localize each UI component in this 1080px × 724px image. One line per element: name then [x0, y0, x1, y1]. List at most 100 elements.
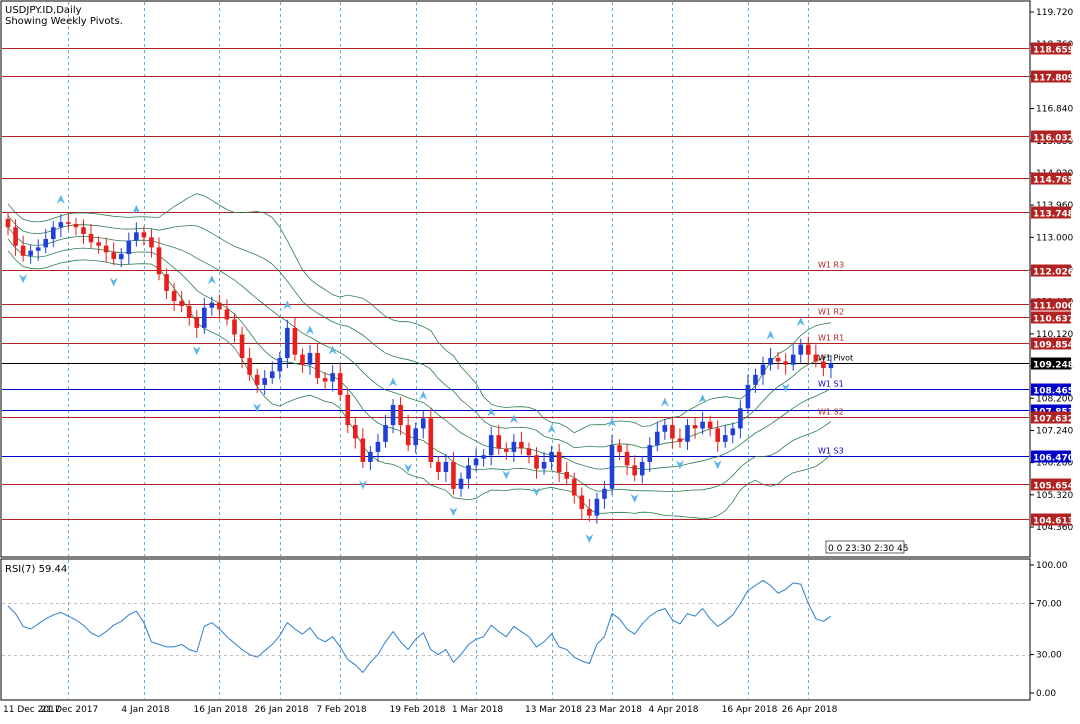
candle-bear [345, 394, 351, 426]
fractal-up-arrow [207, 275, 216, 285]
pivot-level-label: W1 S3 [818, 447, 844, 456]
candle-bull [413, 428, 418, 446]
candle-bear [405, 425, 411, 446]
candle-bull [647, 445, 653, 462]
bollinger-inner-upper [7, 215, 832, 449]
candle-bear [322, 378, 328, 382]
candle-bear [526, 448, 532, 456]
candle-bull [768, 358, 773, 365]
candle-bull [760, 364, 766, 375]
chart-subtitle: Showing Weekly Pivots. [5, 16, 123, 27]
candle-bear [783, 361, 788, 365]
level-price-tag [1031, 42, 1071, 55]
bollinger-inner-lower [7, 238, 832, 492]
candle-bull [753, 374, 758, 385]
level-price-tag-label: 106.470 [1033, 454, 1074, 464]
rsi-tick-label: 30.00 [1036, 651, 1062, 661]
candle-bull [35, 247, 41, 251]
candle-bull [602, 488, 607, 499]
date-tick-label: 16 Jan 2018 [194, 705, 248, 715]
level-price-tag [1031, 411, 1071, 424]
candle-bull [390, 404, 396, 426]
fractal-up-arrow [547, 424, 556, 434]
rsi-line [7, 579, 832, 674]
candle-bull [43, 238, 49, 248]
candle-bear [156, 247, 162, 275]
date-tick-label: 26 Apr 2018 [782, 705, 838, 715]
candle-bear [398, 404, 403, 426]
candle-bull [307, 352, 313, 365]
candle-bear [292, 327, 298, 355]
candle-bear [707, 421, 713, 429]
price-tick-label: 107.240 [1036, 426, 1073, 436]
countdown-text: 0 0 23:30 2:30 45 [828, 544, 909, 554]
candle-bull [662, 425, 668, 432]
level-price-tag [1031, 478, 1071, 491]
fractal-up-arrow [389, 377, 398, 387]
candle-bear [254, 374, 260, 385]
candle-bull [118, 254, 124, 260]
candle-bull [277, 358, 283, 372]
level-price-tag [1031, 337, 1071, 350]
candle-bear [504, 448, 509, 452]
candle-bull [594, 498, 600, 516]
date-tick-label: 4 Apr 2018 [649, 705, 699, 715]
fractal-down-arrow [19, 274, 28, 284]
candle-bear [5, 218, 11, 228]
candle-bear [496, 435, 502, 449]
price-tick-label: 106.280 [1036, 459, 1073, 469]
candle-bear [111, 252, 116, 260]
candle-bull [383, 425, 388, 442]
candle-bear [239, 334, 245, 359]
candle-bear [677, 438, 683, 442]
candle-bear [13, 227, 18, 246]
fractal-up-arrow [328, 345, 337, 355]
rsi-title: RSI(7) 59.44 [5, 564, 67, 575]
pivot-level-label: W1 S2 [818, 408, 844, 417]
candle-bull [330, 373, 335, 382]
candle-bull [28, 250, 33, 256]
level-price-tag [1031, 298, 1071, 311]
date-tick-label: 21 Dec 2017 [41, 705, 99, 715]
rsi-tick-label: 0.00 [1036, 689, 1056, 699]
level-price-tag [1031, 513, 1071, 526]
level-price-tag [1031, 357, 1071, 370]
candle-bear [428, 418, 434, 462]
candle-bear [587, 508, 592, 516]
candle-bull [209, 302, 215, 308]
fractal-down-arrow [449, 507, 458, 517]
level-price-tag-label: 118.659 [1033, 46, 1074, 56]
candle-bull [126, 240, 132, 255]
candle-bear [66, 222, 71, 224]
fractal-down-arrow [253, 403, 262, 413]
candle-bear [171, 290, 177, 302]
candle-bear [624, 451, 630, 466]
candle-bear [571, 478, 577, 496]
candle-bull [798, 344, 804, 355]
fractal-down-arrow [532, 487, 541, 497]
level-price-tag-label: 104.613 [1033, 517, 1074, 527]
candle-bull [368, 451, 373, 462]
level-price-tag [1031, 311, 1071, 324]
candle-bear [194, 317, 200, 328]
price-tick-label: 105.320 [1036, 491, 1073, 501]
candle-bull [511, 441, 517, 452]
fractal-down-arrow [585, 534, 594, 544]
level-price-tag-label: 111.000 [1033, 302, 1074, 312]
fractal-up-arrow [419, 390, 428, 400]
fractal-up-arrow [132, 204, 141, 214]
candle-bear [436, 461, 441, 473]
countdown-box: 0 0 23:30 2:30 45 [825, 540, 909, 554]
level-price-tag [1031, 383, 1071, 396]
bollinger-middle [7, 227, 832, 470]
price-panel-frame [0, 0, 1031, 558]
date-tick-label: 7 Feb 2018 [316, 705, 367, 715]
bollinger-outer-upper [7, 193, 831, 434]
candle-bull [202, 307, 207, 328]
candle-bull [262, 378, 267, 385]
fractal-up-arrow [766, 330, 775, 340]
candle-bear [353, 425, 358, 439]
fractal-down-arrow [713, 460, 722, 470]
